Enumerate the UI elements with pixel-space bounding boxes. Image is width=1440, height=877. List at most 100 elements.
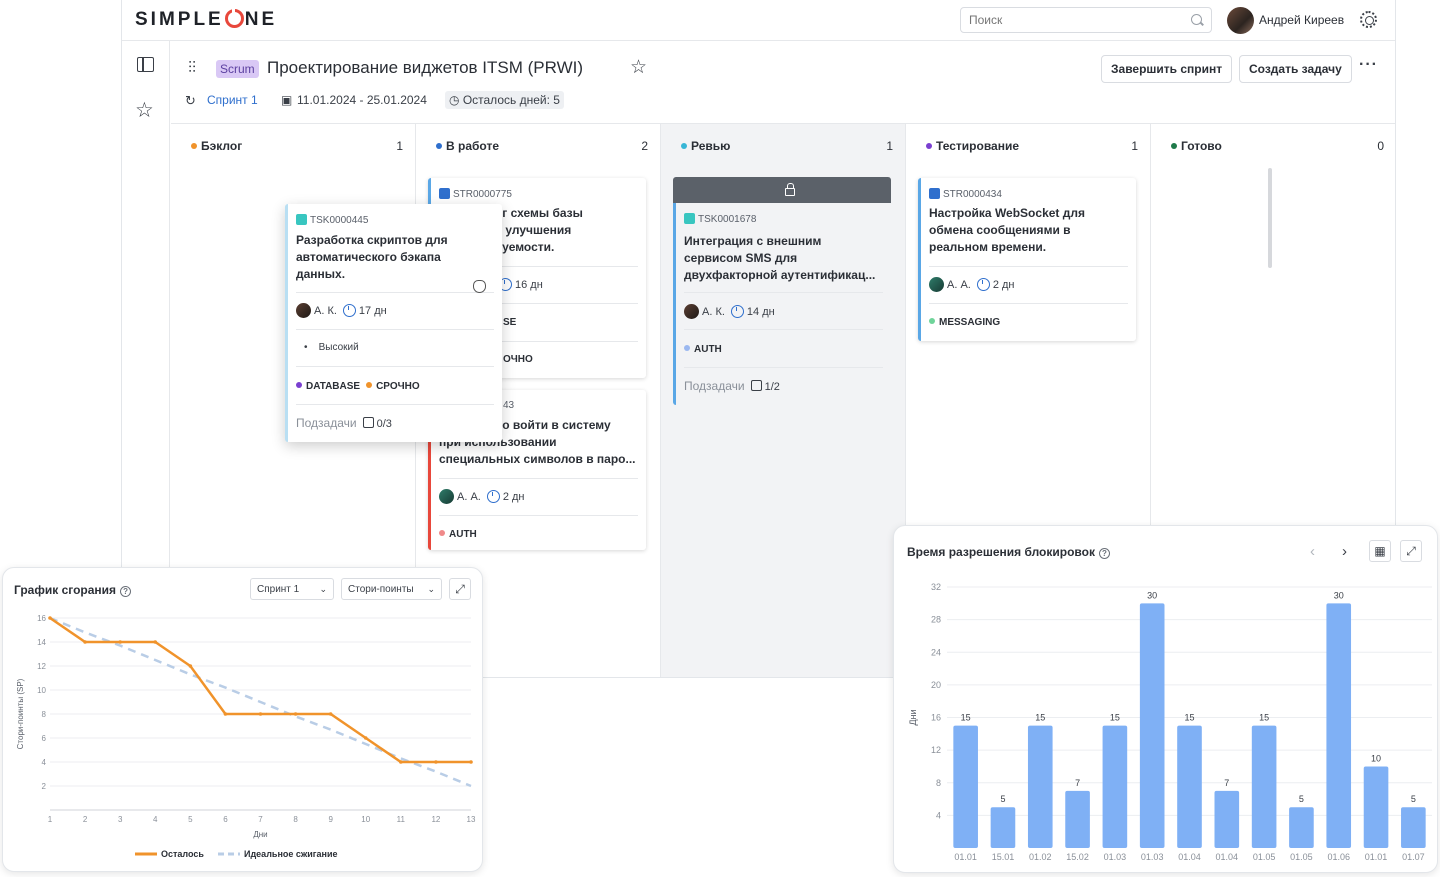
- task-title-line: автоматического бэкапа: [296, 250, 441, 264]
- next-arrow-icon[interactable]: ›: [1342, 543, 1347, 560]
- bar-value-label: 30: [1147, 590, 1157, 600]
- prev-arrow-icon[interactable]: ‹: [1310, 543, 1315, 560]
- remaining-point: [153, 640, 158, 644]
- task-tag: AUTH: [684, 343, 728, 355]
- expand-icon[interactable]: ⤢: [1400, 540, 1422, 562]
- bar: [1214, 790, 1240, 848]
- filter-settings-icon[interactable]: ⫶⫶: [188, 60, 197, 77]
- task-tag: SE: [503, 317, 517, 328]
- x-tick-label: 4: [153, 815, 158, 824]
- user-name[interactable]: Андрей Киреев: [1259, 13, 1345, 27]
- task-card-locked[interactable]: TSK0001678 Интеграция с внешним сервисом…: [673, 203, 891, 405]
- x-tick-label: 01.07: [1402, 852, 1425, 862]
- calendar-icon: ▣: [281, 93, 293, 107]
- sprint-link[interactable]: Спринт 1: [207, 93, 258, 107]
- task-title-line: двухфакторной аутентификац...: [684, 268, 876, 282]
- remaining-point: [293, 712, 298, 716]
- subtasks-counter: Подзадачи 1/2: [684, 379, 780, 393]
- expand-icon[interactable]: ⤢: [449, 578, 471, 600]
- search-input[interactable]: [960, 7, 1212, 33]
- bar: [1102, 725, 1128, 848]
- task-tag: AUTH: [439, 528, 483, 540]
- board-scrollbar[interactable]: [1268, 168, 1272, 268]
- task-card[interactable]: 43 но войти в систему при использовании …: [428, 390, 646, 550]
- y-tick-label: 28: [931, 615, 941, 625]
- sprint-cycle-icon: ↻: [185, 93, 196, 108]
- logo[interactable]: SIMPLE NE: [135, 7, 278, 30]
- x-tick-label: 01.05: [1290, 852, 1313, 862]
- task-title-line: Настройка WebSocket для: [929, 206, 1085, 220]
- task-card[interactable]: STR0000434 Настройка WebSocket для обмен…: [918, 178, 1136, 341]
- y-tick-label: 10: [37, 686, 46, 695]
- gear-icon[interactable]: [1360, 11, 1377, 28]
- more-menu-icon[interactable]: ···: [1359, 56, 1378, 73]
- y-tick-label: 4: [936, 810, 941, 820]
- x-tick-label: 10: [361, 815, 370, 824]
- bar-value-label: 15: [1035, 713, 1045, 723]
- x-tick-label: 2: [83, 815, 88, 824]
- locked-card-header: [673, 177, 891, 203]
- bar-value-label: 15: [1110, 713, 1120, 723]
- task-priority: • Высокий: [304, 342, 359, 353]
- favorite-star-icon[interactable]: ☆: [630, 57, 648, 78]
- x-tick-label: 01.06: [1327, 852, 1350, 862]
- bar-value-label: 7: [1224, 778, 1229, 788]
- column-title: Бэклог: [191, 139, 242, 153]
- assignee-avatar: [929, 277, 944, 292]
- task-title-line: реальном времени.: [929, 240, 1047, 254]
- x-tick-label: 01.05: [1253, 852, 1276, 862]
- user-avatar[interactable]: [1227, 7, 1254, 34]
- metric-select[interactable]: Стори-поинты ⌄: [341, 578, 442, 600]
- complete-sprint-button[interactable]: Завершить спринт: [1101, 55, 1233, 83]
- calendar-icon[interactable]: ▦: [1369, 540, 1391, 562]
- bar-value-label: 15: [1259, 713, 1269, 723]
- logo-o-mark: [224, 7, 244, 28]
- task-title-line: Разработка скриптов для: [296, 233, 448, 247]
- lock-icon: [785, 183, 795, 196]
- y-tick-label: 12: [931, 745, 941, 755]
- task-tag: MESSAGING: [929, 316, 1006, 328]
- sprint-select[interactable]: Спринт 1 ⌄: [250, 578, 334, 600]
- x-tick-label: 01.01: [1365, 852, 1388, 862]
- task-assignee: А. А. 2 дн: [439, 489, 525, 504]
- column-count: 0: [1377, 139, 1384, 153]
- task-title-line: я улучшения: [495, 223, 572, 237]
- task-id: 43: [503, 400, 515, 411]
- y-axis-label: Стори-поинты (SP): [16, 678, 25, 749]
- burndown-widget: График сгорания? Спринт 1 ⌄ Стори-поинты ⌄…: [2, 567, 483, 872]
- sidebar-toggle-icon[interactable]: [137, 57, 154, 72]
- column-testing: Тестирование 1: [906, 124, 1151, 677]
- y-tick-label: 4: [42, 758, 47, 767]
- x-tick-label: 01.03: [1141, 852, 1164, 862]
- bar: [1139, 603, 1165, 848]
- y-tick-label: 20: [931, 680, 941, 690]
- search-icon[interactable]: [1191, 14, 1202, 25]
- checkbox-icon: [362, 417, 374, 428]
- assignee-avatar: [684, 304, 699, 319]
- column-count: 2: [641, 139, 648, 153]
- bar: [1363, 766, 1389, 848]
- bar-value-label: 15: [961, 713, 971, 723]
- block-resolution-chart: 4 8 12 16 20 24 28 32 Дни 15 01.01 5 15.01 15 01.02 7 15…: [908, 582, 1432, 862]
- column-count: 1: [886, 139, 893, 153]
- create-task-button[interactable]: Создать задачу: [1239, 55, 1352, 83]
- x-tick-label: 6: [223, 815, 228, 824]
- column-in-progress: В работе 2: [416, 124, 661, 677]
- x-tick-label: 3: [118, 815, 123, 824]
- y-tick-label: 2: [42, 782, 47, 791]
- x-tick-label: 13: [467, 815, 476, 824]
- clock-icon: [976, 278, 990, 291]
- bar-value-label: 10: [1371, 753, 1381, 763]
- remaining-point: [83, 640, 87, 644]
- y-tick-label: 6: [42, 734, 47, 743]
- task-assignee: А. К. 14 дн: [684, 304, 775, 319]
- remaining-point: [434, 760, 438, 764]
- bar: [953, 725, 978, 848]
- favorites-star-icon[interactable]: ☆: [135, 99, 154, 122]
- task-id: TSK0001678: [684, 213, 756, 225]
- task-assignee: А. К. 17 дн: [296, 303, 387, 318]
- dragged-task-card[interactable]: TSK0000445 Разработка скриптов для автом…: [285, 204, 502, 442]
- bar: [1251, 725, 1277, 848]
- task-title-line: нг схемы базы: [495, 206, 583, 220]
